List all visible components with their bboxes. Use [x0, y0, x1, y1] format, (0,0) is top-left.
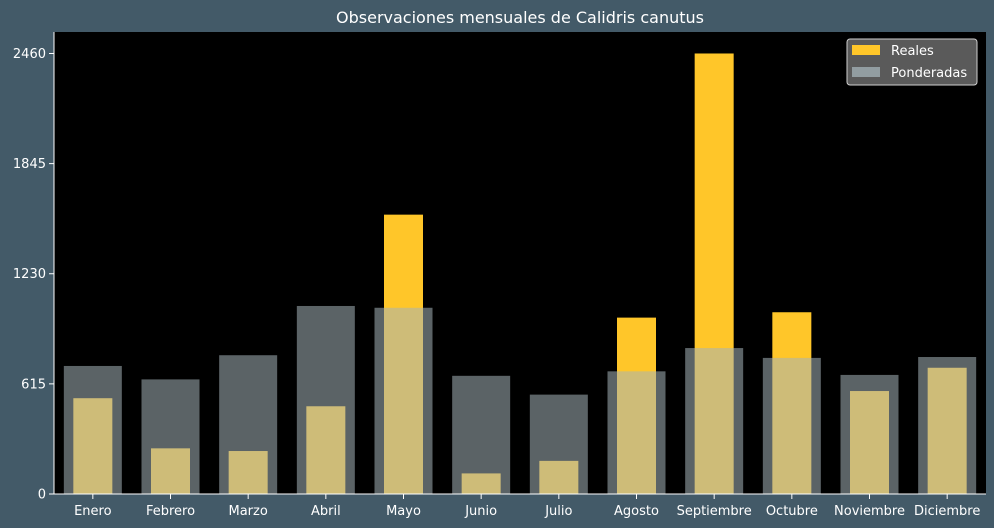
x-tick-label: Septiembre	[677, 504, 752, 519]
y-tick-label: 615	[21, 377, 46, 392]
bars-ponderadas	[63, 305, 977, 494]
bar-ponderadas-enero	[63, 365, 122, 494]
x-tick-label: Enero	[74, 504, 112, 519]
plot-area	[54, 32, 986, 494]
y-tick-label: 1230	[13, 267, 46, 282]
x-tick-label: Agosto	[614, 504, 659, 519]
x-tick-label: Mayo	[386, 504, 421, 519]
y-tick-label: 1845	[13, 157, 46, 172]
bar-ponderadas-julio	[529, 394, 588, 494]
y-tick-label: 0	[38, 488, 46, 503]
bar-ponderadas-marzo	[219, 355, 278, 494]
bar-ponderadas-mayo	[374, 307, 433, 494]
bar-ponderadas-febrero	[141, 379, 200, 494]
bar-ponderadas-noviembre	[840, 374, 899, 494]
y-tick-label: 2460	[13, 47, 46, 62]
legend: Reales Ponderadas	[846, 38, 978, 86]
x-tick-label: Diciembre	[914, 504, 980, 519]
chart-title: Observaciones mensuales de Calidris canu…	[336, 8, 704, 27]
x-tick-label: Julio	[544, 504, 572, 519]
y-axis: 0 615 1230 1845 2460	[13, 32, 55, 503]
x-tick-label: Noviembre	[834, 504, 905, 519]
legend-swatch-reales	[852, 45, 880, 55]
bar-ponderadas-octubre	[762, 357, 821, 494]
bar-ponderadas-abril	[296, 305, 355, 494]
legend-swatch-ponderadas	[852, 67, 880, 77]
bar-ponderadas-agosto	[607, 371, 666, 494]
x-tick-label: Febrero	[146, 504, 195, 519]
legend-label-ponderadas: Ponderadas	[891, 66, 967, 81]
bar-ponderadas-septiembre	[685, 348, 744, 494]
bar-ponderadas-diciembre	[918, 357, 977, 494]
x-tick-label: Junio	[464, 504, 497, 519]
x-tick-label: Octubre	[766, 504, 818, 519]
bar-ponderadas-junio	[452, 375, 511, 494]
x-tick-label: Abril	[311, 504, 341, 519]
legend-label-reales: Reales	[891, 44, 934, 59]
x-tick-label: Marzo	[229, 504, 268, 519]
x-axis: Enero Febrero Marzo Abril Mayo Junio Julio Agos…	[54, 493, 986, 519]
